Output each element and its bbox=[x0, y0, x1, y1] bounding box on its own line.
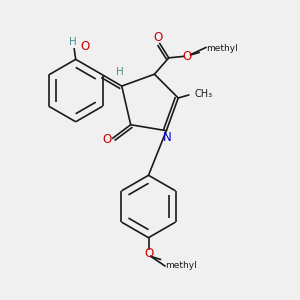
Text: O: O bbox=[103, 133, 112, 146]
Text: H: H bbox=[69, 37, 76, 46]
Text: O: O bbox=[182, 50, 191, 63]
Text: O: O bbox=[154, 31, 163, 44]
Text: O: O bbox=[81, 40, 90, 53]
Text: methyl: methyl bbox=[166, 261, 197, 270]
Text: H: H bbox=[116, 67, 124, 76]
Text: CH₃: CH₃ bbox=[195, 89, 213, 99]
Text: N: N bbox=[163, 131, 171, 144]
Text: O: O bbox=[144, 247, 153, 260]
Text: methyl: methyl bbox=[206, 44, 238, 53]
